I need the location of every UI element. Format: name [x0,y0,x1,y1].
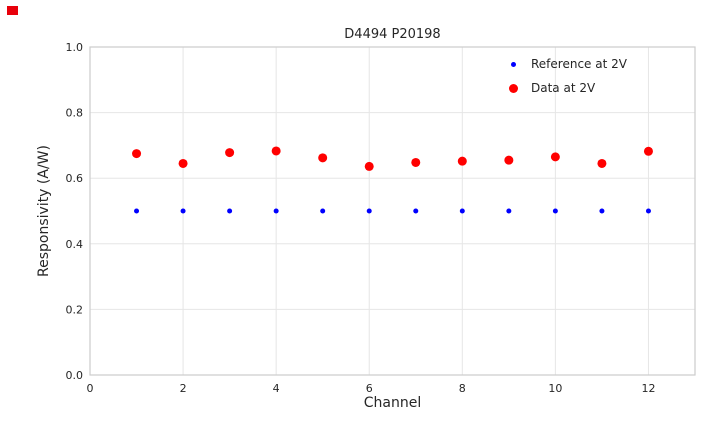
svg-text:0: 0 [87,382,94,395]
svg-text:0.8: 0.8 [66,107,84,120]
chart-title: D4494 P20198 [344,27,441,42]
svg-text:12: 12 [641,382,655,395]
legend: Reference at 2V Data at 2V [505,56,627,96]
legend-marker-box [505,83,521,93]
corner-marker [7,6,18,15]
legend-marker-box [505,61,521,67]
legend-label-data: Data at 2V [531,81,596,95]
data-marker-icon [508,83,518,93]
x-axis-label: Channel [363,395,422,411]
svg-text:6: 6 [366,382,373,395]
svg-text:4: 4 [273,382,280,395]
svg-text:0.4: 0.4 [66,238,84,251]
svg-text:0.2: 0.2 [66,303,84,316]
legend-entry-reference: Reference at 2V [505,56,627,72]
svg-text:0.0: 0.0 [66,369,84,382]
y-axis-label: Responsivity (A/W) [36,145,52,277]
reference-marker-icon [510,61,516,67]
svg-text:8: 8 [459,382,466,395]
legend-label-reference: Reference at 2V [531,57,627,71]
svg-text:10: 10 [548,382,562,395]
svg-text:2: 2 [180,382,187,395]
svg-text:0.6: 0.6 [66,172,84,185]
svg-text:1.0: 1.0 [66,41,84,54]
legend-entry-data: Data at 2V [505,80,627,96]
